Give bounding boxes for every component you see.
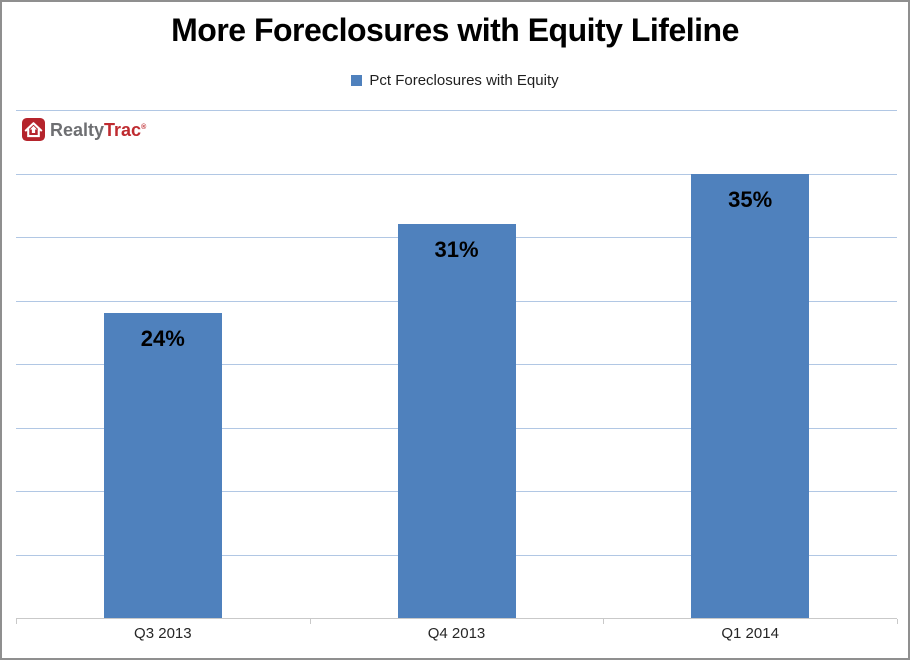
x-axis-line <box>16 618 897 619</box>
bar-q4-2013: 31% <box>397 224 516 618</box>
x-axis-label: Q3 2013 <box>134 625 192 642</box>
x-axis-label: Q1 2014 <box>721 625 779 642</box>
gridline-40pct <box>16 110 897 111</box>
x-axis-tick <box>897 619 898 624</box>
realtytrac-logo: RealtyTrac® <box>22 118 146 141</box>
x-axis-label: Q4 2013 <box>427 625 486 642</box>
legend-label: Pct Foreclosures with Equity <box>369 72 559 89</box>
logo-text-realty: Realty <box>50 119 105 140</box>
data-label: 35% <box>728 186 773 212</box>
logo-text-trac: Trac <box>104 119 142 140</box>
data-label: 31% <box>434 237 479 263</box>
x-axis-tick <box>603 619 605 624</box>
x-axis-tick <box>16 619 17 624</box>
realtytrac-house-icon <box>22 118 45 141</box>
data-label: 24% <box>140 326 185 352</box>
legend: Pct Foreclosures with Equity <box>2 72 908 89</box>
legend-swatch <box>351 75 363 86</box>
bar-q1-2014: 35% <box>691 173 810 618</box>
x-axis-tick <box>309 619 311 624</box>
realtytrac-wordmark: RealtyTrac® <box>50 121 146 139</box>
chart-title: More Foreclosures with Equity Lifeline <box>171 12 739 48</box>
bar-q3-2013: 24% <box>103 313 222 618</box>
gridline-35pct <box>16 173 897 175</box>
logo-registered-mark: ® <box>141 123 147 131</box>
